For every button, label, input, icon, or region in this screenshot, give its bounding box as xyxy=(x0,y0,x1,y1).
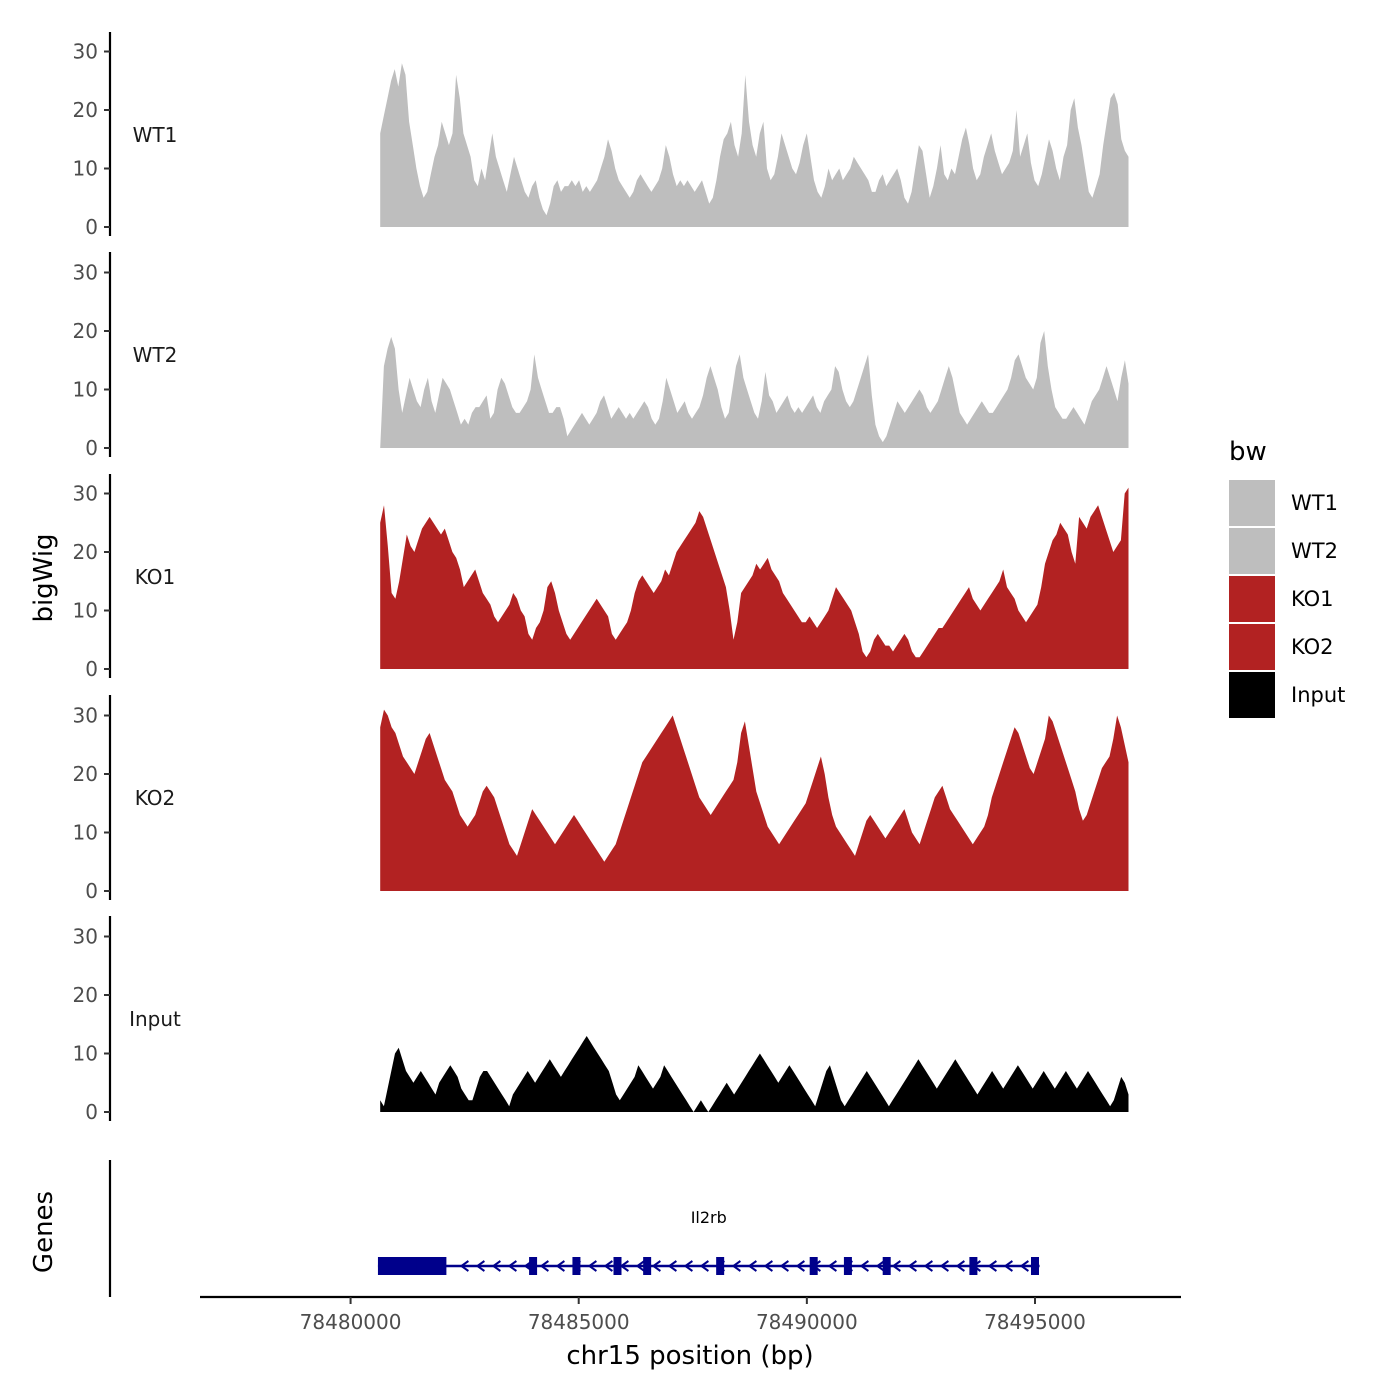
gene-label: Il2rb xyxy=(691,1208,727,1227)
strand-arrow xyxy=(731,1260,741,1272)
area-ko1 xyxy=(380,487,1129,669)
gene-exon xyxy=(643,1257,652,1275)
track-label-input: Input xyxy=(129,1007,181,1031)
track-label-ko1: KO1 xyxy=(135,565,176,589)
gene-exon xyxy=(882,1257,891,1275)
track-panels: 0 10 20 30 WT1 0 10 20 30 WT2 0 10 20 30 KO1 0 10 20 30 KO2… xyxy=(73,32,1129,1124)
genes-axis-title: Genes xyxy=(29,1191,59,1273)
y-tick-label: 30 xyxy=(73,482,98,506)
area-input xyxy=(380,1036,1129,1112)
strand-arrow xyxy=(875,1260,885,1272)
strand-arrow xyxy=(747,1260,757,1272)
strand-arrow xyxy=(491,1260,501,1272)
y-tick-label: 20 xyxy=(73,319,98,343)
gene-exon xyxy=(572,1257,581,1275)
y-tick-label: 20 xyxy=(73,762,98,786)
gene-exon xyxy=(809,1257,818,1275)
area-ko2 xyxy=(380,709,1129,891)
strand-arrow xyxy=(699,1260,709,1272)
track-wt2: 0 10 20 30 WT2 xyxy=(73,252,1129,460)
gene-exon xyxy=(716,1257,725,1275)
strand-arrow xyxy=(987,1260,997,1272)
legend-swatch-wt2 xyxy=(1229,528,1275,574)
y-tick-label: 10 xyxy=(73,1042,98,1066)
strand-arrow xyxy=(635,1260,645,1272)
strand-arrow xyxy=(763,1260,773,1272)
y-tick-label: 0 xyxy=(85,436,98,460)
strand-arrow xyxy=(603,1260,613,1272)
strand-arrow xyxy=(923,1260,933,1272)
legend-swatch-wt1 xyxy=(1229,480,1275,526)
track-label-wt1: WT1 xyxy=(133,123,178,147)
legend-label-wt2: WT2 xyxy=(1291,539,1338,563)
strand-arrow xyxy=(939,1260,949,1272)
strand-arrow xyxy=(891,1260,901,1272)
strand-arrow xyxy=(827,1260,837,1272)
gene-exon xyxy=(529,1257,538,1275)
gene-exon xyxy=(408,1257,417,1275)
y-tick-label: 0 xyxy=(85,657,98,681)
y-tick-label: 30 xyxy=(73,40,98,64)
strand-arrow xyxy=(955,1260,965,1272)
legend-title: bw xyxy=(1229,437,1267,467)
x-tick-label: 78490000 xyxy=(756,1310,858,1334)
legend-swatch-input xyxy=(1229,672,1275,718)
strand-arrow xyxy=(1019,1260,1029,1272)
track-ko1: 0 10 20 30 KO1 xyxy=(73,474,1129,681)
strand-arrow xyxy=(539,1260,549,1272)
strand-arrow xyxy=(507,1260,517,1272)
strand-arrow xyxy=(651,1260,661,1272)
legend-swatch-ko2 xyxy=(1229,624,1275,670)
gene-exon xyxy=(613,1257,622,1275)
gene-exon xyxy=(1030,1257,1039,1275)
y-tick-label: 10 xyxy=(73,821,98,845)
strand-arrow xyxy=(459,1260,469,1272)
legend-label-wt1: WT1 xyxy=(1291,491,1338,515)
track-wt1: 0 10 20 30 WT1 xyxy=(73,32,1129,239)
y-tick-label: 0 xyxy=(85,879,98,903)
x-tick-label: 78480000 xyxy=(300,1310,402,1334)
strand-arrow xyxy=(587,1260,597,1272)
area-wt2 xyxy=(380,331,1129,448)
area-wt1 xyxy=(380,63,1129,228)
y-tick-label: 30 xyxy=(73,261,98,285)
gene-track: Il2rb xyxy=(108,1160,1040,1297)
legend: bw WT1 WT2 KO1 KO2 Input xyxy=(1229,437,1345,718)
track-input: 0 10 20 30 Input xyxy=(73,916,1129,1124)
track-label-ko2: KO2 xyxy=(135,786,176,810)
strand-arrow xyxy=(1003,1260,1013,1272)
strand-arrow xyxy=(555,1260,565,1272)
gene-exon xyxy=(843,1257,852,1275)
y-tick-label: 10 xyxy=(73,157,98,181)
y-tick-label: 10 xyxy=(73,599,98,623)
strand-arrow xyxy=(795,1260,805,1272)
y-tick-label: 10 xyxy=(73,378,98,402)
y-tick-label: 30 xyxy=(73,925,98,949)
strand-arrow xyxy=(859,1260,869,1272)
y-axis-title: bigWig xyxy=(29,533,59,622)
x-axis-title: chr15 position (bp) xyxy=(566,1341,813,1371)
strand-arrow xyxy=(667,1260,677,1272)
y-tick-label: 20 xyxy=(73,540,98,564)
track-label-wt2: WT2 xyxy=(133,343,178,367)
y-tick-label: 30 xyxy=(73,704,98,728)
y-tick-label: 20 xyxy=(73,98,98,122)
y-tick-label: 0 xyxy=(85,215,98,239)
strand-arrow xyxy=(683,1260,693,1272)
strand-arrow xyxy=(907,1260,917,1272)
y-tick-label: 20 xyxy=(73,983,98,1007)
strand-arrow xyxy=(475,1260,485,1272)
x-tick-label: 78495000 xyxy=(984,1310,1086,1334)
x-tick-label: 78485000 xyxy=(528,1310,630,1334)
legend-label-ko2: KO2 xyxy=(1291,635,1334,659)
x-axis: 78480000 78485000 78490000 78495000 xyxy=(200,1295,1181,1334)
strand-arrow xyxy=(779,1260,789,1272)
legend-label-ko1: KO1 xyxy=(1291,587,1334,611)
y-tick-label: 0 xyxy=(85,1100,98,1124)
legend-label-input: Input xyxy=(1291,683,1345,707)
track-ko2: 0 10 20 30 KO2 xyxy=(73,695,1129,903)
legend-swatch-ko1 xyxy=(1229,576,1275,622)
gene-exon xyxy=(969,1257,978,1275)
